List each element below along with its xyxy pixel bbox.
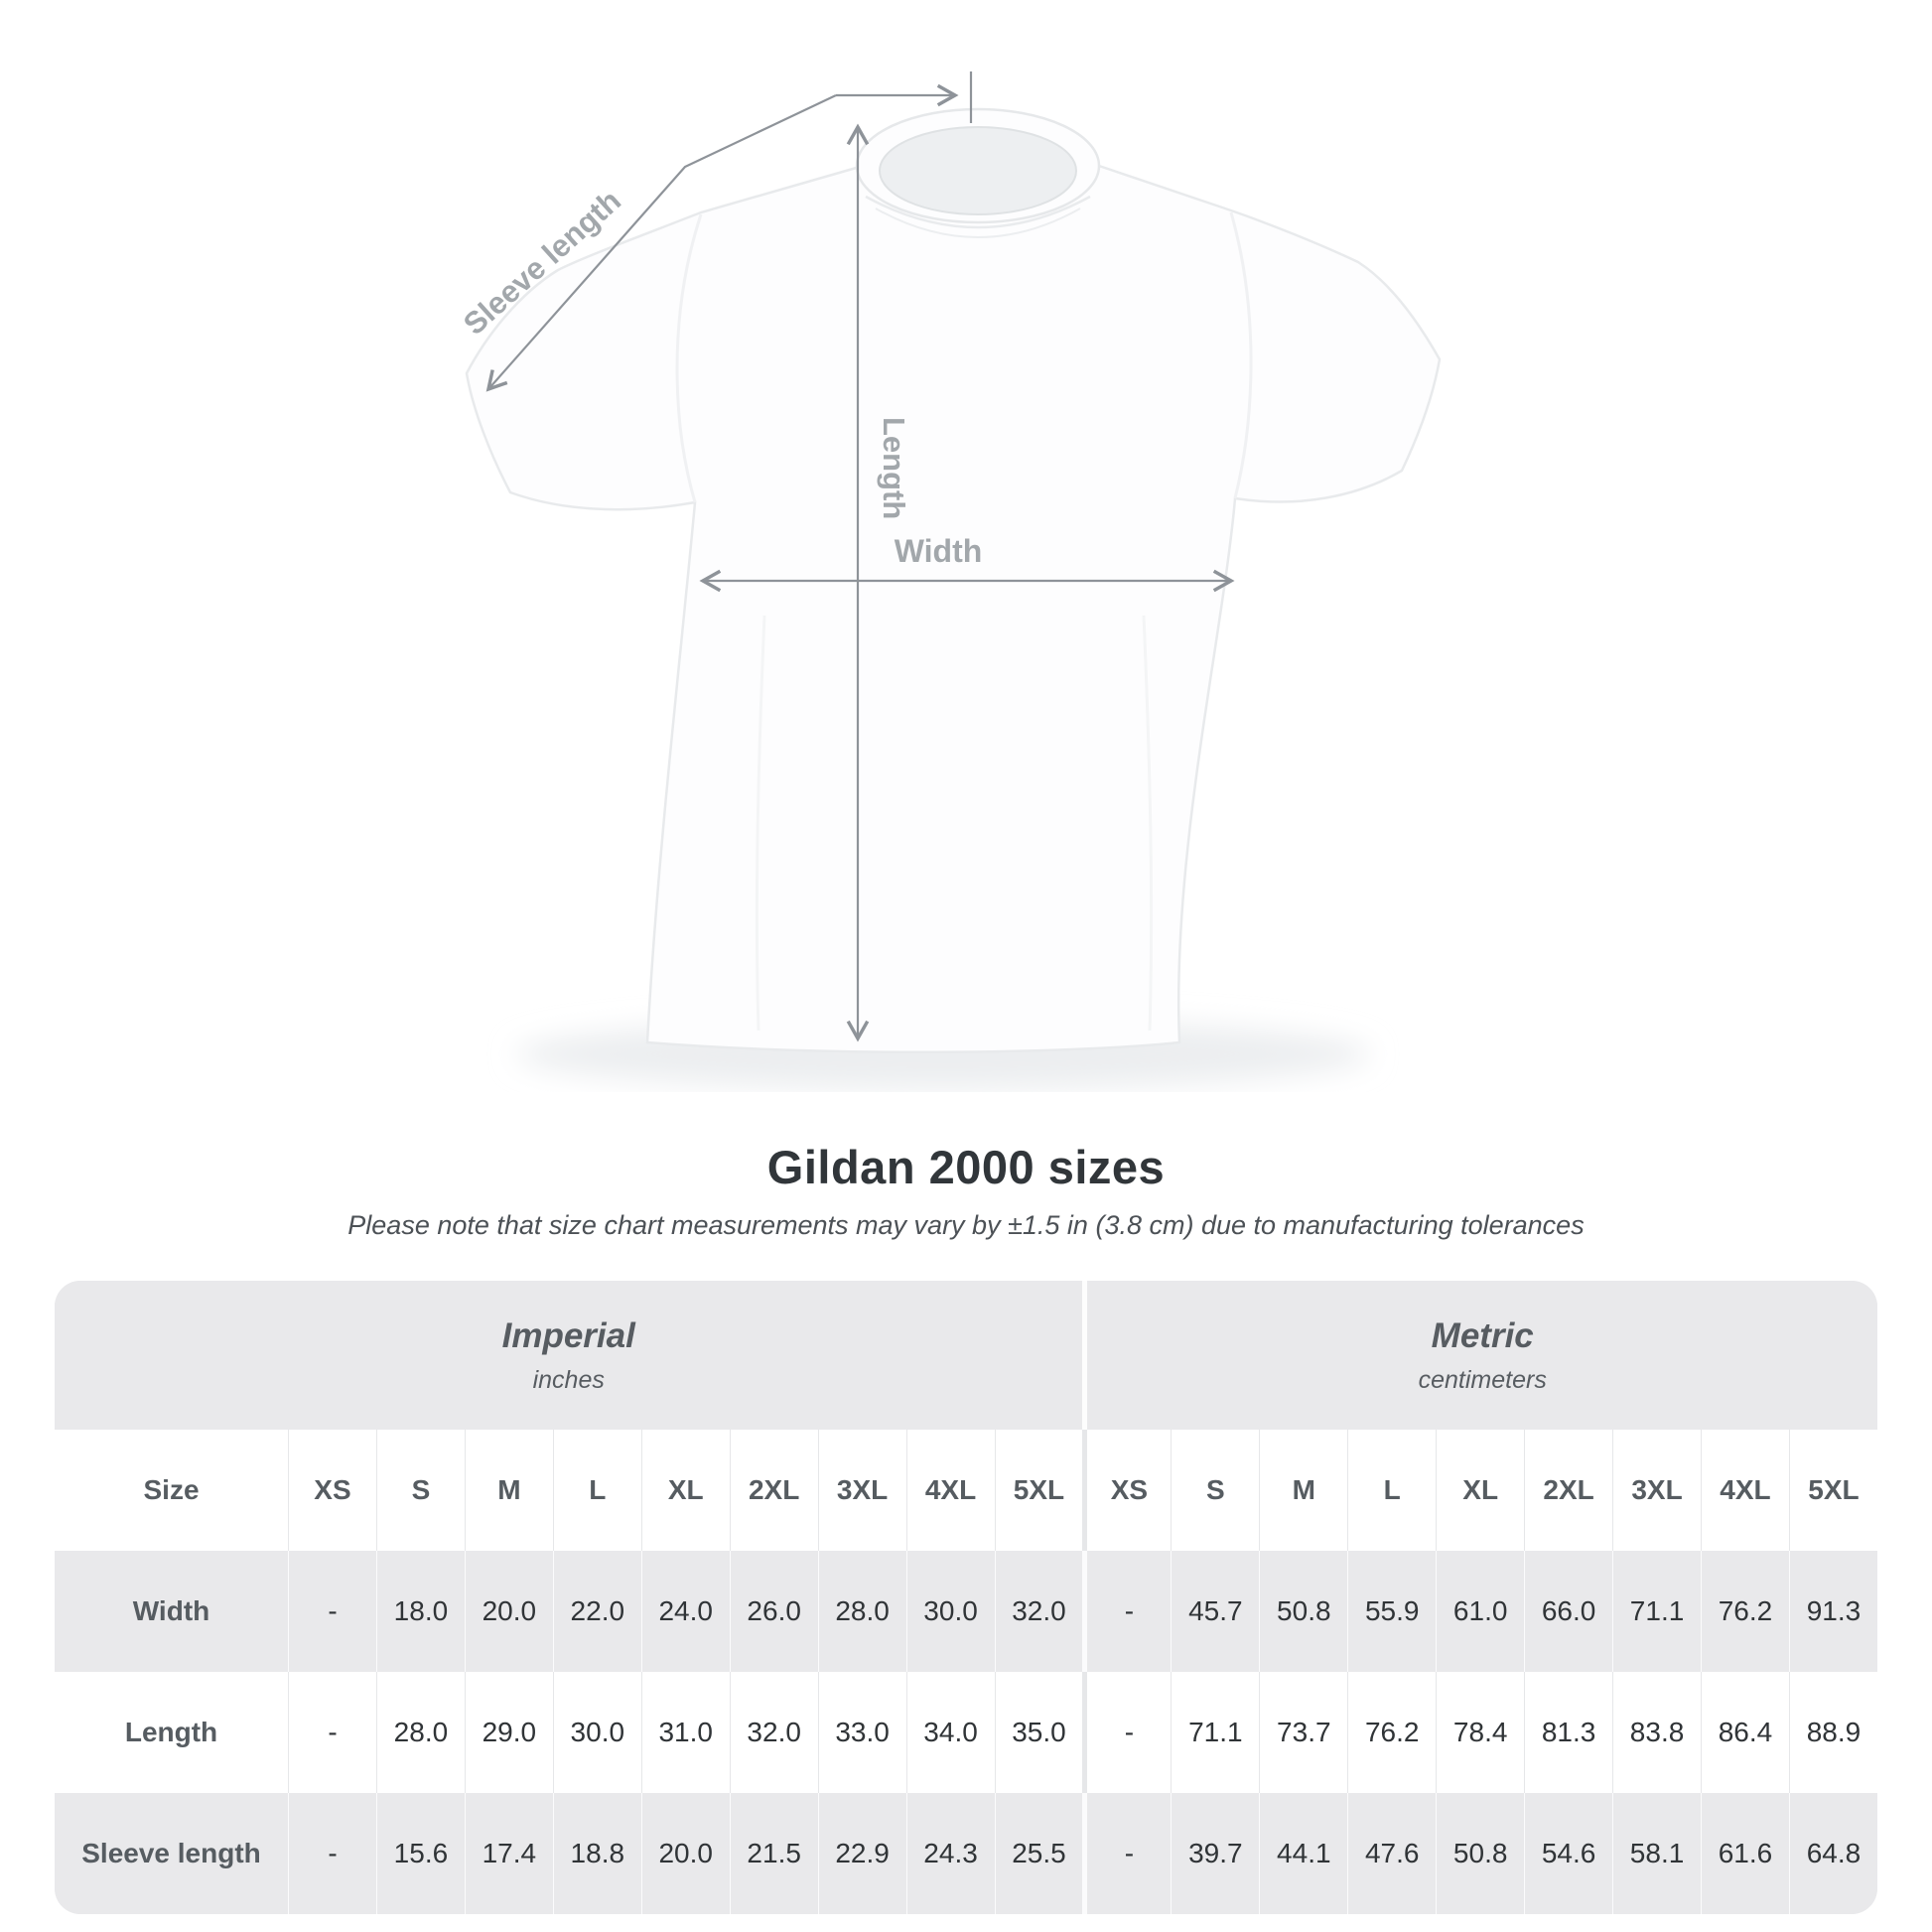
- size-col-header: 2XL: [729, 1430, 818, 1551]
- size-col-header: XL: [640, 1430, 730, 1551]
- measurement-value: 61.0: [1436, 1551, 1525, 1672]
- length-label: Length: [877, 417, 911, 519]
- measurement-value: 83.8: [1612, 1672, 1702, 1793]
- measurement-value: 64.8: [1788, 1793, 1877, 1914]
- size-col-header: M: [464, 1430, 553, 1551]
- measurement-value: 61.6: [1701, 1793, 1789, 1914]
- measurement-value: 30.0: [552, 1672, 641, 1793]
- measurement-value: 50.8: [1436, 1793, 1525, 1914]
- measurement-value: 76.2: [1701, 1551, 1789, 1672]
- size-col-header: XS: [1082, 1430, 1172, 1551]
- size-col-header: S: [375, 1430, 465, 1551]
- row-label-width: Width: [55, 1551, 289, 1672]
- measurement-value: 91.3: [1788, 1551, 1877, 1672]
- row-label-length: Length: [55, 1672, 289, 1793]
- measurement-value: 18.8: [552, 1793, 641, 1914]
- size-col-header: XS: [288, 1430, 376, 1551]
- measurement-value: -: [1082, 1672, 1172, 1793]
- unit-group-header-row: Imperial inches Metric centimeters: [55, 1281, 1877, 1430]
- size-col-header: 3XL: [817, 1430, 906, 1551]
- imperial-group-name: Imperial: [501, 1315, 635, 1355]
- measurement-value: 22.9: [817, 1793, 906, 1914]
- tshirt-diagram-svg: Sleeve length Length Width: [457, 71, 1442, 1090]
- measurement-value: 88.9: [1788, 1672, 1877, 1793]
- measurement-value: -: [288, 1551, 376, 1672]
- measurement-value: 44.1: [1259, 1793, 1348, 1914]
- measurement-value: 32.0: [729, 1672, 818, 1793]
- measurement-value: 45.7: [1171, 1551, 1260, 1672]
- measurement-value: 20.0: [464, 1551, 553, 1672]
- size-chart-table: Imperial inches Metric centimeters Size …: [55, 1281, 1877, 1914]
- size-col-header: S: [1171, 1430, 1260, 1551]
- measurement-value: -: [288, 1793, 376, 1914]
- size-col-header: 4XL: [905, 1430, 995, 1551]
- measurement-value: 78.4: [1436, 1672, 1525, 1793]
- imperial-group-header: Imperial inches: [55, 1281, 1083, 1430]
- sleeve-length-row: Sleeve length - 15.6 17.4 18.8 20.0 21.5…: [55, 1793, 1877, 1914]
- measurement-value: 55.9: [1347, 1551, 1437, 1672]
- tshirt-collar: [855, 107, 1101, 238]
- measurement-value: -: [1082, 1551, 1172, 1672]
- size-col-header: 5XL: [1788, 1430, 1877, 1551]
- measurement-value: 25.5: [994, 1793, 1083, 1914]
- measurement-value: 20.0: [640, 1793, 730, 1914]
- size-col-header: 3XL: [1612, 1430, 1702, 1551]
- size-col-header: 5XL: [994, 1430, 1083, 1551]
- tshirt-measurement-diagram: Sleeve length Length Width: [457, 71, 1442, 1090]
- width-label: Width: [895, 533, 983, 569]
- measurement-value: 39.7: [1171, 1793, 1260, 1914]
- imperial-group-unit: inches: [532, 1365, 605, 1394]
- measurement-value: 24.0: [640, 1551, 730, 1672]
- measurement-value: 71.1: [1612, 1551, 1702, 1672]
- row-label-sleeve-length: Sleeve length: [55, 1793, 289, 1914]
- size-chart-container: Imperial inches Metric centimeters Size …: [55, 1281, 1877, 1914]
- measurement-lines: [485, 71, 1235, 1042]
- measurement-value: 47.6: [1347, 1793, 1437, 1914]
- size-header-row: Size XS S M L XL 2XL 3XL 4XL 5XL XS S M …: [55, 1430, 1877, 1551]
- measurement-value: 66.0: [1524, 1551, 1613, 1672]
- measurement-value: 58.1: [1612, 1793, 1702, 1914]
- metric-group-header: Metric centimeters: [1082, 1281, 1877, 1430]
- measurement-value: 17.4: [464, 1793, 553, 1914]
- page-subtitle: Please note that size chart measurements…: [347, 1210, 1585, 1240]
- measurement-value: 73.7: [1259, 1672, 1348, 1793]
- width-row: Width - 18.0 20.0 22.0 24.0 26.0 28.0 30…: [55, 1551, 1877, 1672]
- measurement-value: 71.1: [1171, 1672, 1260, 1793]
- size-col-header: L: [1347, 1430, 1437, 1551]
- measurement-value: 35.0: [994, 1672, 1083, 1793]
- page-title: Gildan 2000 sizes: [766, 1141, 1166, 1193]
- measurement-value: 31.0: [640, 1672, 730, 1793]
- measurement-value: -: [1082, 1793, 1172, 1914]
- size-col-header: L: [552, 1430, 641, 1551]
- sleeve-length-line: [485, 94, 837, 392]
- measurement-value: 34.0: [905, 1672, 995, 1793]
- measurement-value: 50.8: [1259, 1551, 1348, 1672]
- measurement-value: 28.0: [817, 1551, 906, 1672]
- measurement-value: 30.0: [905, 1551, 995, 1672]
- size-column-label: Size: [55, 1430, 289, 1551]
- measurement-value: 29.0: [464, 1672, 553, 1793]
- measurement-value: 22.0: [552, 1551, 641, 1672]
- measurement-value: 54.6: [1524, 1793, 1613, 1914]
- metric-group-unit: centimeters: [1418, 1365, 1547, 1394]
- measurement-value: -: [288, 1672, 376, 1793]
- size-col-header: M: [1259, 1430, 1348, 1551]
- measurement-value: 76.2: [1347, 1672, 1437, 1793]
- length-row: Length - 28.0 29.0 30.0 31.0 32.0 33.0 3…: [55, 1672, 1877, 1793]
- measurement-value: 15.6: [375, 1793, 465, 1914]
- size-col-header: 4XL: [1701, 1430, 1789, 1551]
- measurement-value: 86.4: [1701, 1672, 1789, 1793]
- measurement-value: 32.0: [994, 1551, 1083, 1672]
- metric-group-name: Metric: [1431, 1315, 1534, 1355]
- measurement-value: 33.0: [817, 1672, 906, 1793]
- measurement-value: 18.0: [375, 1551, 465, 1672]
- measurement-value: 26.0: [729, 1551, 818, 1672]
- measurement-value: 21.5: [729, 1793, 818, 1914]
- size-col-header: XL: [1436, 1430, 1525, 1551]
- size-col-header: 2XL: [1524, 1430, 1613, 1551]
- measurement-value: 24.3: [905, 1793, 995, 1914]
- measurement-value: 81.3: [1524, 1672, 1613, 1793]
- measurement-value: 28.0: [375, 1672, 465, 1793]
